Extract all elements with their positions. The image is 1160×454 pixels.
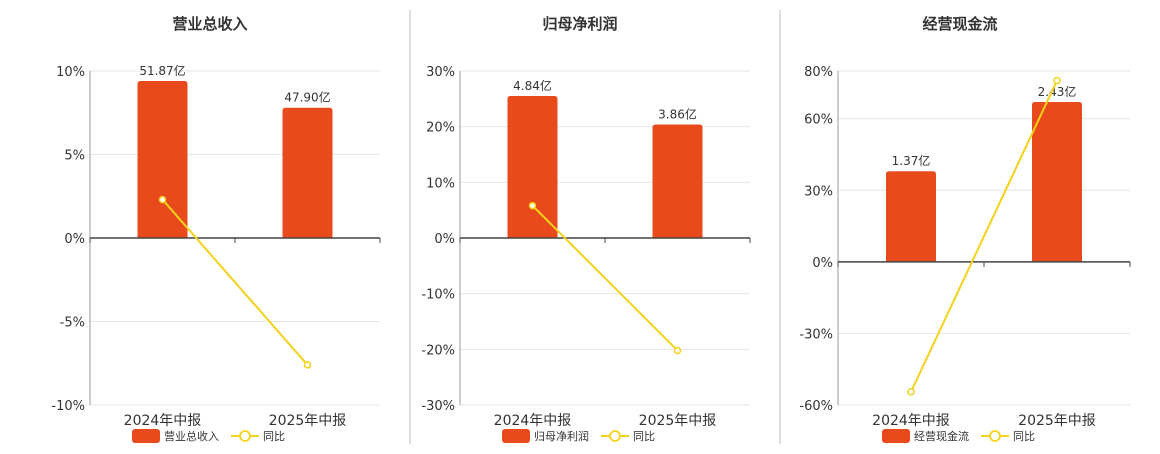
y-tick-label: -5% <box>60 316 85 331</box>
bar-value-label: 4.84亿 <box>513 78 552 93</box>
bar <box>282 107 333 239</box>
legend-line-label: 同比 <box>1013 430 1035 443</box>
chart-title: 经营现金流 <box>922 15 997 33</box>
legend-bar-swatch <box>502 429 530 443</box>
y-tick-label: -10% <box>51 399 85 414</box>
y-tick-label: 30% <box>426 65 455 80</box>
bar <box>137 81 188 239</box>
bar-value-label: 2.43亿 <box>1038 84 1077 99</box>
legend-line-marker <box>239 430 251 442</box>
bar-value-label: 3.86亿 <box>658 106 697 121</box>
bar <box>507 96 558 238</box>
bar <box>652 124 703 238</box>
bar-value-label: 47.90亿 <box>284 90 330 105</box>
x-category-label: 2024年中报 <box>872 413 950 429</box>
y-tick-label: 30% <box>804 184 833 199</box>
y-tick-label: -30% <box>799 327 833 342</box>
yoy-point <box>528 201 537 210</box>
x-category-label: 2025年中报 <box>269 413 347 429</box>
yoy-point <box>158 195 167 204</box>
legend-line-marker <box>989 430 1001 442</box>
y-tick-label: -20% <box>421 343 455 358</box>
chart-title: 营业总收入 <box>172 15 247 33</box>
legend-line-label: 同比 <box>263 430 285 443</box>
yoy-line <box>910 80 1058 393</box>
y-tick-label: 80% <box>804 65 833 80</box>
legend-bar-swatch <box>132 429 160 443</box>
legend-bar-label: 营业总收入 <box>164 429 219 443</box>
yoy-point <box>673 346 682 355</box>
legend-bar-swatch <box>882 429 910 443</box>
y-tick-label: 10% <box>56 65 85 80</box>
legend-line-marker <box>609 430 621 442</box>
yoy-point <box>907 388 915 396</box>
y-tick-label: -10% <box>421 288 455 303</box>
y-tick-label: -60% <box>799 399 833 414</box>
bar-value-label: 51.87亿 <box>139 63 185 78</box>
y-tick-label: 0% <box>434 232 455 247</box>
bar <box>1032 102 1082 262</box>
y-tick-label: 0% <box>64 232 85 247</box>
chart-title: 归母净利润 <box>542 15 617 33</box>
yoy-line <box>161 198 309 366</box>
legend-line-label: 同比 <box>633 430 655 443</box>
y-tick-label: -30% <box>421 399 455 414</box>
y-tick-label: 60% <box>804 113 833 128</box>
x-category-label: 2024年中报 <box>124 413 202 429</box>
legend-bar-label: 经营现金流 <box>914 429 969 443</box>
y-tick-label: 10% <box>426 176 455 191</box>
legend-bar-label: 归母净利润 <box>534 429 589 443</box>
y-tick-label: 5% <box>64 149 85 164</box>
x-category-label: 2025年中报 <box>639 413 717 429</box>
x-category-label: 2025年中报 <box>1018 413 1096 429</box>
bar-value-label: 1.37亿 <box>892 153 931 168</box>
yoy-line <box>531 205 679 352</box>
yoy-point <box>1053 76 1061 85</box>
y-tick-label: 0% <box>812 256 833 271</box>
yoy-point <box>303 361 312 369</box>
x-category-label: 2024年中报 <box>494 413 572 429</box>
y-tick-label: 20% <box>426 121 455 136</box>
bar <box>886 171 936 262</box>
